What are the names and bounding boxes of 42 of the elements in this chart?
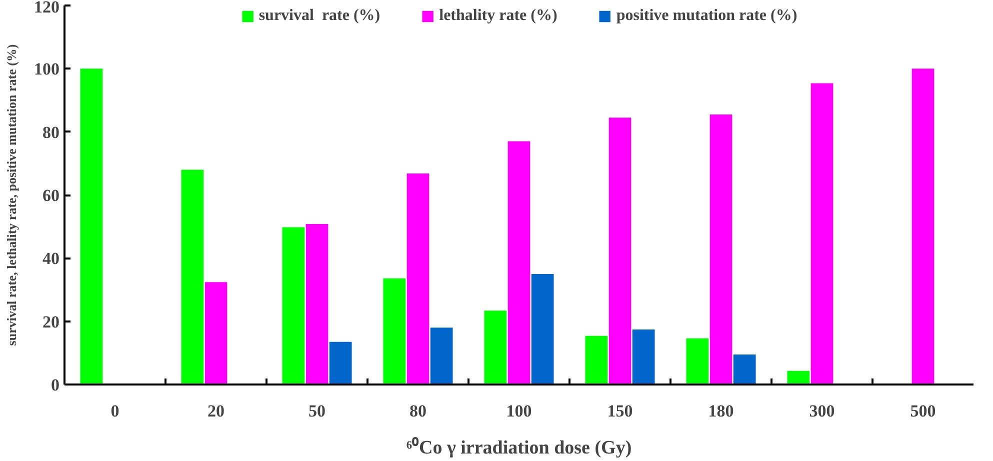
bar <box>608 118 632 384</box>
x-tick-label: 500 <box>910 402 936 420</box>
bar <box>383 278 406 384</box>
legend-label: lethality rate (%) <box>439 7 558 25</box>
y-tick-label: 20 <box>42 312 60 332</box>
y-tick-label: 60 <box>42 186 60 205</box>
x-axis-title: ⁶⁰Co γ irradiation dose (Gy) <box>406 436 632 458</box>
y-tick-label: 100 <box>34 60 60 79</box>
y-axis-title: survival rate, lethality rate, positive mutation rate (%) <box>4 44 19 346</box>
bar <box>531 274 554 384</box>
x-tick-label: 20 <box>208 402 224 420</box>
y-tick-label: 40 <box>42 249 60 268</box>
bar <box>810 83 834 384</box>
legend-label: positive mutation rate (%) <box>616 7 798 25</box>
bar <box>787 370 810 384</box>
legend-label: survival rate (%) <box>258 7 380 25</box>
bar <box>733 354 756 384</box>
bar <box>282 227 305 384</box>
bar <box>306 224 328 384</box>
bar <box>686 338 709 384</box>
y-tick-label: 0 <box>51 376 60 394</box>
x-tick-label: 50 <box>308 402 326 420</box>
bar <box>484 310 507 384</box>
bar <box>181 170 204 384</box>
bar <box>912 68 934 384</box>
bar <box>710 114 732 384</box>
x-tick-label: 150 <box>607 402 633 420</box>
bar <box>80 68 103 384</box>
y-tick-label: 80 <box>42 122 60 142</box>
bar <box>632 330 655 384</box>
x-tick-label: 100 <box>506 402 532 420</box>
bar <box>204 282 228 384</box>
bar <box>508 141 530 384</box>
x-tick-label: 180 <box>708 402 734 420</box>
bar <box>585 336 608 384</box>
bar <box>329 342 352 384</box>
x-tick-label: 80 <box>410 402 426 420</box>
bar <box>430 328 453 384</box>
bar <box>406 174 430 384</box>
x-tick-label: 300 <box>809 402 835 420</box>
x-tick-label: 0 <box>110 402 120 420</box>
y-tick-label: 120 <box>34 0 60 16</box>
